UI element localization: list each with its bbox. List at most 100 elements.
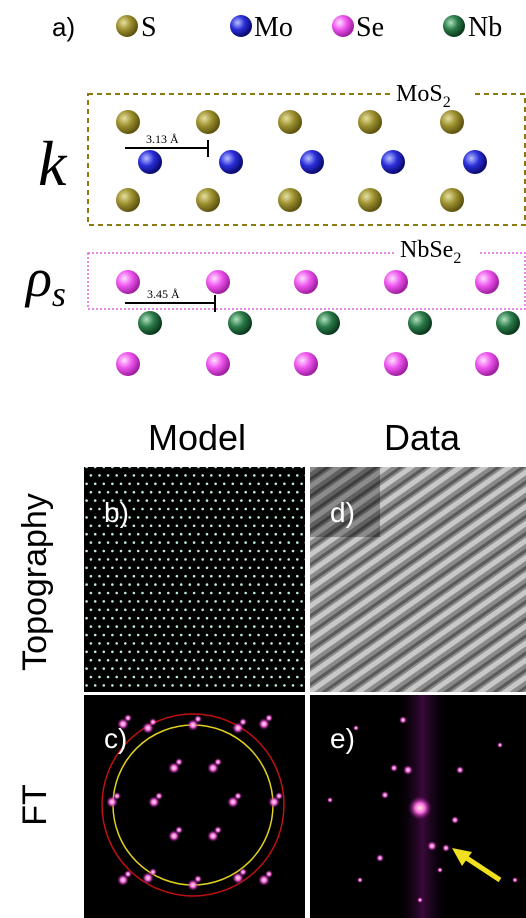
lattice-dot — [180, 617, 183, 620]
lattice-dot — [107, 558, 110, 561]
lattice-dot — [141, 592, 144, 595]
lattice-dot — [279, 474, 282, 477]
lattice-dot — [146, 651, 149, 654]
lattice-dot — [167, 592, 170, 595]
lattice-dot — [300, 483, 303, 486]
lattice-dot — [189, 466, 192, 469]
atom — [440, 110, 464, 134]
spacing-label: 3.45 Å — [147, 287, 180, 301]
lattice-dot — [103, 466, 106, 469]
lattice-dot — [223, 567, 226, 570]
lattice-dot — [167, 525, 170, 528]
lattice-dot — [171, 634, 174, 637]
lattice-dot — [94, 466, 97, 469]
lattice-dot — [257, 567, 260, 570]
lattice-dot — [300, 600, 303, 603]
lattice-dot — [128, 583, 131, 586]
column-header: Model — [148, 417, 246, 458]
lattice-dot — [223, 651, 226, 654]
lattice-dot — [201, 693, 204, 696]
lattice-dot — [275, 483, 278, 486]
lattice-dot — [146, 567, 149, 570]
atom — [294, 270, 318, 294]
lattice-dot — [279, 693, 282, 696]
lattice-dot — [197, 516, 200, 519]
atom — [294, 352, 318, 376]
fft-spot — [376, 854, 384, 862]
lattice-dot — [292, 533, 295, 536]
lattice-dot — [111, 466, 114, 469]
lattice-dot — [163, 567, 166, 570]
lattice-dot — [270, 609, 273, 612]
lattice-dot — [107, 642, 110, 645]
lattice-dot — [163, 600, 166, 603]
lattice-dot — [81, 693, 84, 696]
lattice-dot — [184, 676, 187, 679]
lattice-dot — [124, 575, 127, 578]
lattice-dot — [90, 659, 93, 662]
lattice-dot — [240, 466, 243, 469]
lattice-dot — [219, 693, 222, 696]
lattice-dot — [150, 575, 153, 578]
lattice-dot — [158, 575, 161, 578]
lattice-dot — [137, 617, 140, 620]
lattice-dot — [141, 693, 144, 696]
lattice-dot — [279, 558, 282, 561]
lattice-dot — [223, 667, 226, 670]
lattice-dot — [107, 676, 110, 679]
lattice-dot — [103, 617, 106, 620]
lattice-dot — [111, 617, 114, 620]
lattice-dot — [300, 516, 303, 519]
lattice-dot — [292, 516, 295, 519]
lattice-dot — [189, 516, 192, 519]
lattice-dot — [103, 667, 106, 670]
lattice-dot — [137, 684, 140, 687]
row-header: Topography — [16, 493, 54, 671]
legend-atom — [230, 15, 252, 37]
lattice-dot — [266, 600, 269, 603]
lattice-dot — [176, 491, 179, 494]
lattice-dot — [193, 491, 196, 494]
lattice-dot — [227, 642, 230, 645]
lattice-dot — [275, 499, 278, 502]
lattice-dot — [154, 567, 157, 570]
lattice-dot — [270, 693, 273, 696]
lattice-dot — [270, 558, 273, 561]
lattice-dot — [189, 600, 192, 603]
lattice-dot — [219, 625, 222, 628]
legend-label: Nb — [468, 12, 502, 43]
lattice-dot — [115, 676, 118, 679]
lattice-dot — [154, 634, 157, 637]
lattice-dot — [283, 667, 286, 670]
lattice-dot — [171, 600, 174, 603]
lattice-dot — [275, 684, 278, 687]
lattice-dot — [240, 567, 243, 570]
lattice-dot — [180, 583, 183, 586]
lattice-dot — [85, 651, 88, 654]
lattice-dot — [124, 474, 127, 477]
atom — [116, 188, 140, 212]
atom — [475, 270, 499, 294]
lattice-dot — [296, 625, 299, 628]
lattice-dot — [197, 634, 200, 637]
lattice-dot — [107, 592, 110, 595]
lattice-dot — [227, 592, 230, 595]
lattice-dot — [115, 592, 118, 595]
lattice-dot — [115, 474, 118, 477]
lattice-dot — [266, 617, 269, 620]
fft-spot — [403, 765, 413, 775]
lattice-dot — [163, 550, 166, 553]
lattice-dot — [146, 667, 149, 670]
lattice-dot — [253, 625, 256, 628]
lattice-dot — [206, 634, 209, 637]
atom — [278, 110, 302, 134]
lattice-dot — [262, 625, 265, 628]
lattice-dot — [236, 474, 239, 477]
lattice-dot — [257, 617, 260, 620]
lattice-dot — [201, 575, 204, 578]
lattice-dot — [262, 525, 265, 528]
lattice-dot — [107, 541, 110, 544]
fft-spot — [124, 714, 132, 722]
lattice-dot — [98, 541, 101, 544]
lattice-dot — [275, 466, 278, 469]
